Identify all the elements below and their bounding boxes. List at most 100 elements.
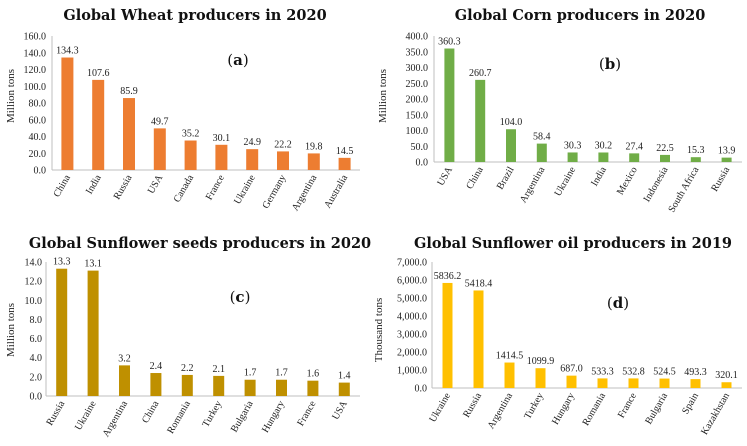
bar-series — [444, 48, 732, 162]
data-label: 687.0 — [560, 364, 583, 375]
y-tick-label: 8.0 — [30, 315, 43, 326]
y-tick-label: 140.0 — [24, 48, 47, 59]
x-tick-label: Bulgaria — [643, 391, 670, 427]
y-tick-label: 0.0 — [416, 158, 429, 169]
data-label: 13.3 — [53, 257, 71, 268]
x-tick-label: Bulgaria — [229, 399, 256, 435]
data-label: 58.4 — [533, 132, 551, 143]
data-label: 2.2 — [181, 363, 194, 374]
sunflower-oil-chart: Global Sunflower oil producers in 2019 T… — [373, 235, 742, 437]
y-tick-label: 250.0 — [406, 79, 429, 90]
data-label: 524.5 — [653, 367, 676, 378]
y-tick-label: 7,000.0 — [397, 258, 427, 269]
y-tick-label: 100.0 — [406, 126, 429, 137]
x-tick-label: Kazakhstan — [699, 391, 732, 437]
y-tick-label: 5,000.0 — [397, 294, 427, 305]
y-axis-label: Thousand tons — [373, 298, 385, 362]
data-label: 35.2 — [182, 129, 200, 140]
bar — [442, 282, 453, 388]
data-label: 14.5 — [336, 146, 354, 157]
data-label: 5418.4 — [465, 278, 493, 289]
data-label: 49.7 — [151, 116, 169, 127]
data-labels: 360.3 260.7 104.0 58.4 30.3 30.2 27.4 22.5 15.3 1… — [438, 37, 735, 157]
data-label: 13.1 — [84, 259, 102, 270]
x-tick-label: India — [589, 165, 609, 189]
y-tick-label: 14.0 — [25, 258, 43, 269]
x-tick-label: Indonesia — [642, 165, 671, 205]
bar — [244, 379, 256, 396]
x-tick-label: Romania — [581, 391, 609, 428]
y-tick-label: 300.0 — [406, 63, 429, 74]
data-label: 107.6 — [87, 68, 110, 79]
data-label: 3.2 — [118, 353, 131, 364]
data-label: 493.3 — [684, 367, 707, 378]
y-tick-label: 60.0 — [29, 115, 47, 126]
y-tick-label: 20.0 — [29, 149, 47, 160]
x-tick-label: Argentina — [518, 165, 548, 205]
data-label: 320.1 — [715, 370, 738, 381]
bar — [721, 157, 732, 162]
y-tick-label: 40.0 — [29, 132, 47, 143]
bar — [536, 143, 547, 162]
bar — [690, 157, 701, 162]
chart-title: Global Wheat producers in 2020 — [63, 7, 326, 24]
x-tick-label: India — [84, 173, 104, 197]
data-label: 30.2 — [595, 140, 613, 151]
bar — [181, 374, 193, 396]
data-label: 360.3 — [438, 37, 461, 48]
data-label: 1.4 — [338, 371, 351, 382]
x-tick-label: USA — [330, 398, 350, 421]
data-label: 260.7 — [469, 68, 492, 79]
y-axis: 0.0 50.0 100.0 150.0 200.0 250.0 300.0 350.0 400… — [406, 32, 742, 169]
data-label: 2.1 — [212, 364, 225, 375]
y-axis-label: Million tons — [377, 69, 389, 123]
data-label: 2.4 — [150, 361, 163, 372]
x-tick-label: Ukraine — [553, 165, 579, 199]
y-tick-label: 400.0 — [406, 32, 429, 43]
y-tick-label: 10.0 — [25, 296, 43, 307]
x-tick-label: Turkey — [522, 391, 546, 421]
sunflower-seeds-chart: Global Sunflower seeds producers in 2020… — [5, 235, 371, 439]
data-labels: 134.3 107.6 85.9 49.7 35.2 30.1 24.9 22.2 19.8 14… — [56, 46, 353, 157]
x-tick-label: Ukraine — [427, 391, 453, 425]
bar — [566, 375, 577, 388]
y-axis-label: Million tons — [5, 69, 17, 123]
data-label: 30.1 — [213, 133, 231, 144]
panel-label: (c) — [230, 288, 251, 306]
y-tick-label: 0.0 — [415, 384, 428, 395]
x-tick-label: Hungary — [550, 391, 577, 427]
y-tick-label: 4.0 — [30, 353, 43, 364]
y-tick-label: 0.0 — [34, 166, 47, 177]
x-tick-label: France — [204, 173, 227, 203]
y-tick-label: 80.0 — [29, 99, 47, 110]
bar — [56, 268, 68, 396]
bar — [215, 144, 228, 170]
x-tick-label: China — [464, 165, 486, 192]
bar — [307, 153, 320, 170]
x-axis: Russia Ukraine Argentina China Romania Turkey… — [44, 398, 350, 439]
bar — [184, 140, 197, 170]
corn-chart: Global Corn producers in 2020 Million to… — [377, 7, 742, 215]
x-tick-label: Romania — [165, 399, 193, 436]
data-label: 15.3 — [687, 145, 705, 156]
y-tick-label: 0.0 — [30, 392, 43, 403]
bar — [444, 48, 455, 162]
x-tick-label: Hungary — [260, 399, 287, 435]
y-tick-label: 2.0 — [30, 372, 43, 383]
bar — [690, 379, 701, 388]
data-label: 85.9 — [120, 86, 138, 97]
x-tick-label: Germany — [260, 173, 288, 211]
bar — [213, 375, 225, 396]
bar — [150, 373, 162, 396]
bar — [504, 362, 515, 388]
bar — [276, 379, 287, 396]
data-label: 533.3 — [591, 366, 614, 377]
y-tick-label: 200.0 — [406, 95, 429, 106]
x-tick-label: Mexico — [615, 165, 640, 197]
data-label: 1099.9 — [527, 356, 555, 367]
data-label: 30.3 — [564, 140, 582, 151]
bar — [629, 153, 640, 162]
x-tick-label: Turkey — [201, 399, 225, 429]
